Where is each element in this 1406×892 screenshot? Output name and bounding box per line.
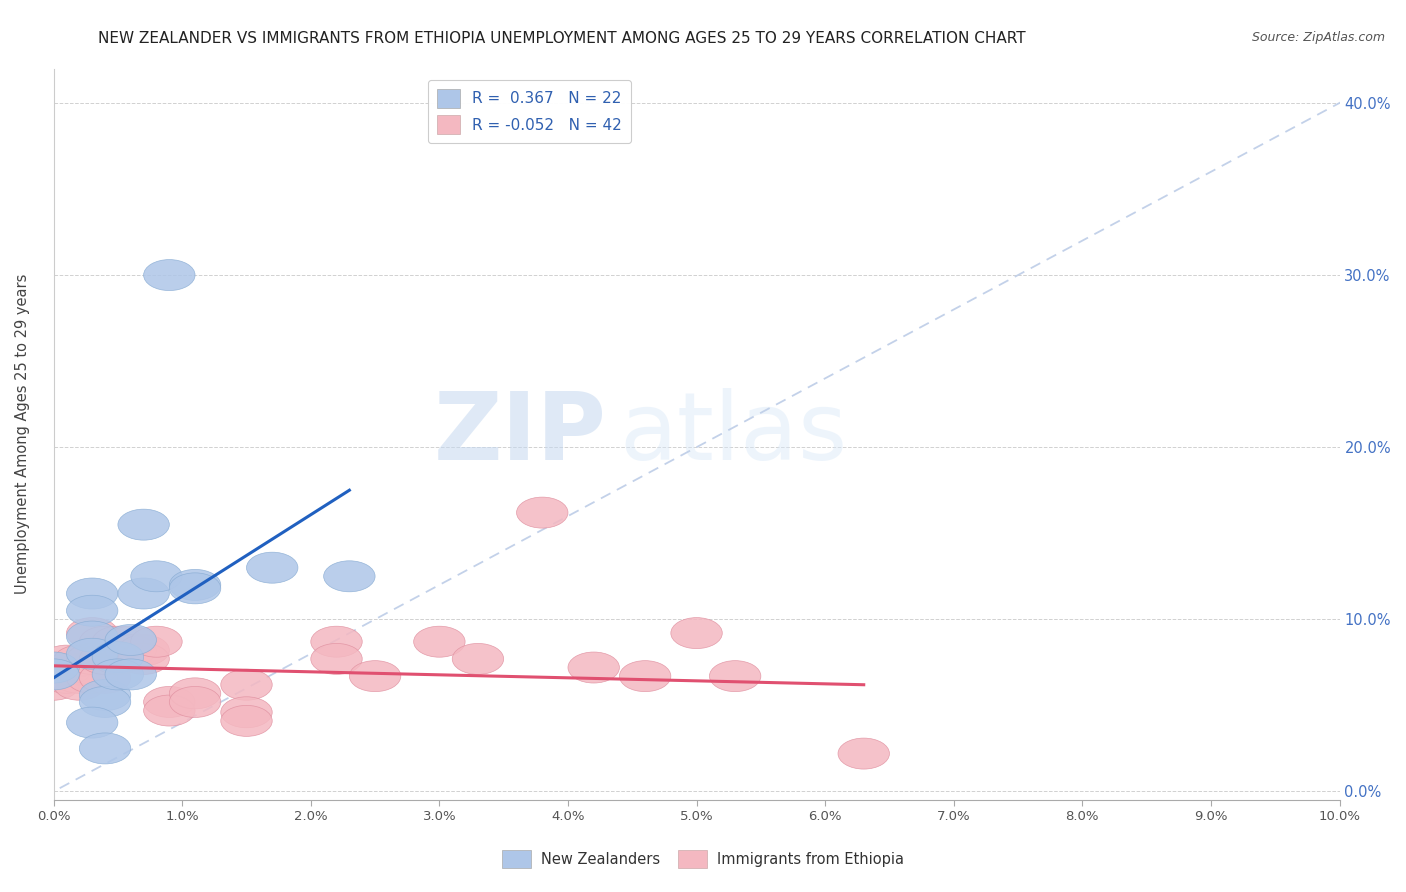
Ellipse shape <box>221 669 273 700</box>
Legend: R =  0.367   N = 22, R = -0.052   N = 42: R = 0.367 N = 22, R = -0.052 N = 42 <box>427 79 631 143</box>
Ellipse shape <box>131 626 183 657</box>
Ellipse shape <box>169 687 221 717</box>
Text: NEW ZEALANDER VS IMMIGRANTS FROM ETHIOPIA UNEMPLOYMENT AMONG AGES 25 TO 29 YEARS: NEW ZEALANDER VS IMMIGRANTS FROM ETHIOPI… <box>98 31 1026 46</box>
Ellipse shape <box>620 661 671 691</box>
Ellipse shape <box>66 639 118 669</box>
Ellipse shape <box>66 621 118 652</box>
Ellipse shape <box>66 617 118 648</box>
Ellipse shape <box>66 654 118 685</box>
Ellipse shape <box>93 626 143 657</box>
Ellipse shape <box>516 497 568 528</box>
Ellipse shape <box>53 669 105 700</box>
Ellipse shape <box>79 643 131 674</box>
Ellipse shape <box>66 643 118 674</box>
Ellipse shape <box>105 626 156 657</box>
Text: atlas: atlas <box>620 388 848 480</box>
Ellipse shape <box>143 260 195 291</box>
Ellipse shape <box>453 643 503 674</box>
Ellipse shape <box>79 626 131 657</box>
Ellipse shape <box>93 641 143 673</box>
Ellipse shape <box>79 663 131 693</box>
Ellipse shape <box>118 635 169 665</box>
Ellipse shape <box>79 733 131 764</box>
Ellipse shape <box>169 569 221 600</box>
Ellipse shape <box>323 561 375 591</box>
Ellipse shape <box>105 624 156 656</box>
Ellipse shape <box>28 652 79 683</box>
Ellipse shape <box>838 738 890 769</box>
Ellipse shape <box>311 626 363 657</box>
Ellipse shape <box>221 697 273 728</box>
Ellipse shape <box>93 659 143 690</box>
Ellipse shape <box>66 595 118 626</box>
Ellipse shape <box>41 645 93 676</box>
Ellipse shape <box>568 652 620 683</box>
Ellipse shape <box>53 654 105 685</box>
Text: Source: ZipAtlas.com: Source: ZipAtlas.com <box>1251 31 1385 45</box>
Ellipse shape <box>118 578 169 609</box>
Ellipse shape <box>311 643 363 674</box>
Ellipse shape <box>671 617 723 648</box>
Legend: New Zealanders, Immigrants from Ethiopia: New Zealanders, Immigrants from Ethiopia <box>496 845 910 874</box>
Ellipse shape <box>169 573 221 604</box>
Ellipse shape <box>143 695 195 726</box>
Ellipse shape <box>53 663 105 693</box>
Ellipse shape <box>53 645 105 676</box>
Y-axis label: Unemployment Among Ages 25 to 29 years: Unemployment Among Ages 25 to 29 years <box>15 274 30 594</box>
Ellipse shape <box>118 643 169 674</box>
Ellipse shape <box>143 687 195 717</box>
Ellipse shape <box>28 659 79 690</box>
Ellipse shape <box>28 659 79 690</box>
Ellipse shape <box>28 669 79 700</box>
Ellipse shape <box>66 663 118 693</box>
Ellipse shape <box>221 706 273 737</box>
Ellipse shape <box>105 659 156 690</box>
Ellipse shape <box>93 643 143 674</box>
Ellipse shape <box>349 661 401 691</box>
Ellipse shape <box>79 687 131 717</box>
Text: ZIP: ZIP <box>433 388 606 480</box>
Ellipse shape <box>710 661 761 691</box>
Ellipse shape <box>105 635 156 665</box>
Ellipse shape <box>413 626 465 657</box>
Ellipse shape <box>41 654 93 685</box>
Ellipse shape <box>41 663 93 693</box>
Ellipse shape <box>131 561 183 591</box>
Ellipse shape <box>28 652 79 683</box>
Ellipse shape <box>79 680 131 711</box>
Ellipse shape <box>169 678 221 709</box>
Ellipse shape <box>246 552 298 583</box>
Ellipse shape <box>118 509 169 541</box>
Ellipse shape <box>66 578 118 609</box>
Ellipse shape <box>66 707 118 738</box>
